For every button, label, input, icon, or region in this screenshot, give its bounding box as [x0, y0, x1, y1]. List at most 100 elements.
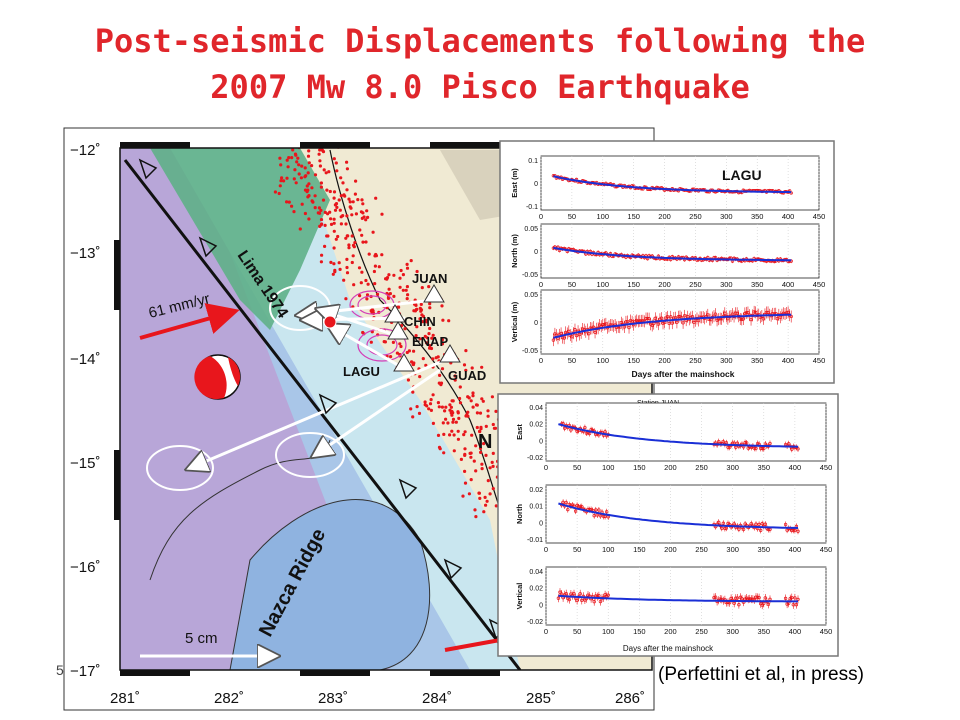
inset-juan-xlabel: Days after the mainshock: [623, 644, 714, 653]
quake-dot: [293, 152, 298, 156]
x-tick-label: 450: [813, 280, 826, 289]
quake-dot: [307, 161, 311, 165]
x-tick-label: 400: [789, 545, 802, 554]
quake-dot: [418, 337, 422, 341]
quake-dot: [456, 437, 460, 441]
quake-dot: [343, 194, 347, 198]
quake-dot: [377, 265, 381, 269]
quake-dot: [350, 260, 354, 265]
quake-dot: [290, 204, 294, 208]
model-curve: [558, 502, 799, 529]
data-point: [791, 603, 795, 607]
data-point: [667, 321, 671, 326]
inset-juan: Station JUAN 050100150200250300350400450…: [497, 393, 839, 657]
data-point: [783, 596, 788, 601]
data-point: [592, 600, 596, 604]
quake-dot: [488, 466, 492, 470]
quake-dot: [428, 402, 433, 406]
quake-dot: [438, 447, 442, 451]
quake-dot: [431, 421, 435, 425]
quake-dot: [494, 409, 498, 413]
quake-dot: [299, 176, 303, 180]
quake-dot: [424, 363, 428, 367]
quake-dot: [412, 349, 416, 353]
data-point: [720, 526, 724, 530]
quake-dot: [478, 446, 483, 450]
data-point: [783, 522, 788, 527]
x-tick-label: 250: [689, 356, 702, 365]
quake-dot: [454, 420, 458, 424]
data-point: [735, 596, 739, 600]
quake-dot: [319, 260, 323, 264]
quake-dot: [325, 234, 329, 238]
quake-dot: [279, 163, 283, 167]
quake-dot: [373, 264, 377, 268]
inset-panel: 0 50 100 150 200 250 300 350 400 4500.10-0.1East …: [510, 155, 825, 221]
x-tick-label: 0: [539, 356, 543, 365]
slide-title-line-1: Post-seismic Displacements following the: [94, 22, 866, 60]
quake-dot: [337, 198, 341, 202]
y-tick-label: 0.02: [529, 586, 543, 593]
slide-number: 5: [56, 662, 64, 678]
quake-dot: [440, 304, 444, 308]
quake-dot: [360, 233, 364, 237]
quake-dot: [307, 149, 311, 153]
y-tick-label: 0: [534, 249, 538, 256]
quake-dot: [344, 297, 348, 301]
y-tick-label: -0.05: [522, 272, 538, 279]
data-point: [606, 593, 610, 597]
inset-panel: 0 50 100 150 200 250 300 350 400 4500.050-0.05Nor…: [510, 223, 826, 289]
map-frame-ticks: [114, 142, 500, 676]
quake-dot: [295, 160, 299, 164]
quake-dot: [417, 411, 422, 415]
x-tick-label: 200: [658, 280, 671, 289]
quake-dot: [480, 467, 484, 471]
quake-dot: [411, 415, 415, 419]
quake-dot: [441, 318, 445, 322]
quake-dot: [324, 171, 328, 175]
y-tick-label: -0.02: [527, 619, 543, 626]
quake-dot: [323, 244, 327, 248]
quake-dot: [279, 179, 283, 183]
quake-dot: [273, 190, 277, 194]
quake-dot: [345, 271, 350, 275]
y-tick-label: 0.1: [528, 158, 538, 165]
quake-dot: [427, 407, 431, 411]
quake-dot: [456, 429, 460, 433]
quake-dot: [462, 363, 467, 367]
data-point: [754, 446, 758, 451]
quake-dot: [488, 492, 492, 496]
quake-dot: [482, 510, 486, 514]
quake-dot: [361, 330, 365, 335]
quake-dot: [474, 403, 479, 407]
quake-dot: [484, 453, 488, 457]
lat-tick-label: −17˚: [70, 663, 100, 680]
lat-tick-label: −16˚: [70, 559, 100, 576]
x-tick-label: 400: [782, 356, 795, 365]
quake-dot: [380, 253, 384, 257]
x-tick-label: 300: [720, 356, 733, 365]
inset-panel: 0 50 100 150 200 250 300 350 400 4500.050-0.05Ver…: [510, 289, 825, 365]
quake-dot: [329, 260, 333, 264]
quake-dot: [440, 367, 445, 371]
quake-dot: [336, 234, 340, 239]
x-tick-label: 200: [658, 356, 671, 365]
x-tick-label: 50: [573, 463, 581, 472]
quake-dot: [404, 288, 408, 292]
quake-dot: [367, 252, 371, 256]
data-point: [737, 527, 741, 531]
quake-dot: [438, 373, 442, 377]
station-label-guad: GUAD: [448, 368, 486, 383]
y-tick-label: 0.04: [529, 569, 543, 576]
quake-dot: [429, 398, 433, 402]
x-tick-label: 0: [544, 463, 548, 472]
lat-tick-label: −13˚: [70, 245, 100, 262]
quake-dot: [365, 209, 369, 213]
quake-dot: [385, 277, 389, 281]
data-point: [580, 598, 584, 603]
quake-dot: [332, 190, 337, 194]
lat-tick-label: −15˚: [70, 455, 100, 472]
quake-dot: [332, 246, 336, 250]
quake-dot: [347, 197, 351, 201]
quake-dot: [484, 424, 488, 428]
